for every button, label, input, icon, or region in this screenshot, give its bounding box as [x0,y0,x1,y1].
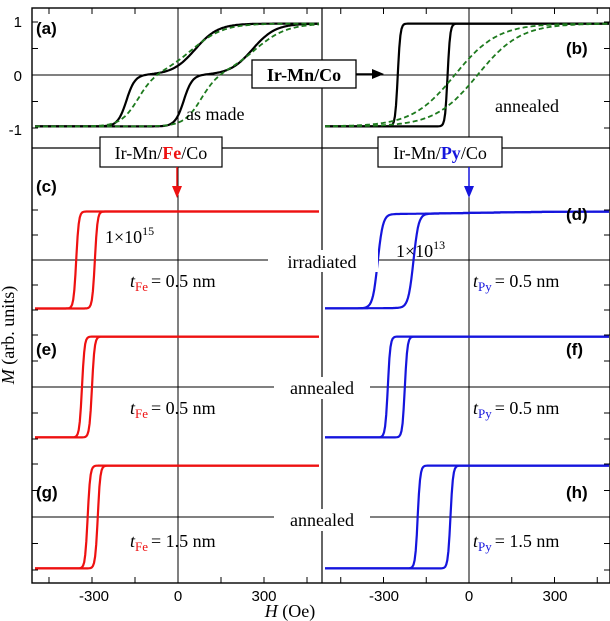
curve-a-series0-up [34,22,320,128]
xtick-left-300: 300 [251,588,276,605]
ir-mn-co-label: Ir-Mn/Co [267,65,341,85]
axis-ticks [32,8,610,583]
annealed-ef-bg [274,377,370,399]
fe-sample-box [99,136,223,168]
curve-d-series0-up [325,210,610,310]
annealed-b-label: annealed [495,96,559,116]
curve-b-series0-up [325,22,610,128]
xtick-left-minus300: -300 [79,588,109,605]
panel-label-e: (e) [36,340,57,359]
dose-fe-label: 1×1015 [105,224,154,247]
curve-f-series0-up [325,335,610,439]
thickness-f: tPy = 0.5 nm [473,398,559,421]
fe-sample-label: Ir-Mn/Fe/Co [115,143,208,163]
curve-a-series1-down [35,22,319,128]
y-axis-title: M (arb. units) [0,286,19,385]
panel-label-c: (c) [36,177,57,196]
thickness-d: tPy = 0.5 nm [473,271,559,294]
panel-frames [31,7,610,584]
ytick-1: 1 [14,14,22,31]
curve-c-series0-up [34,210,319,310]
as-made-label: as made [186,104,244,124]
panel-label-a: (a) [36,19,57,38]
x-axis-title: H (Oe) [264,601,315,621]
panel-label-g: (g) [36,483,58,502]
panel-label-d: (d) [566,205,588,224]
thickness-g: tFe = 1.5 nm [130,531,216,554]
py-sample-label: Ir-Mn/Py/Co [393,143,487,163]
outer-frame [31,7,610,584]
curve-e-series0-up [34,335,319,439]
annealed-gh-label: annealed [290,510,354,530]
irradiated-bg [268,250,378,272]
xtick-right-minus300: -300 [369,588,399,605]
thickness-c: tFe = 0.5 nm [130,271,216,294]
annealed-gh-bg [274,509,370,531]
curve-b-series1-up [325,22,609,128]
curve-g-series0-up [34,464,319,570]
arrow-head-top [372,69,384,79]
curve-h-series0-up [325,464,610,570]
fe-arrow-head [172,186,182,198]
py-sample-box [377,136,503,168]
ytick-0: 0 [14,68,22,85]
hysteresis-curves [34,22,610,570]
annealed-ef-label: annealed [290,378,354,398]
thickness-h: tPy = 1.5 nm [473,531,559,554]
xtick-left-0: 0 [174,588,182,605]
xtick-right-0: 0 [465,588,473,605]
py-arrow-head [464,186,474,198]
panel-label-f: (f) [566,340,583,359]
panel-label-b: (b) [566,39,588,58]
ytick-minus1: -1 [9,122,22,139]
irradiated-label: irradiated [288,252,357,272]
thickness-e: tFe = 0.5 nm [130,398,216,421]
panel-label-h: (h) [566,483,588,502]
xtick-right-300: 300 [542,588,567,605]
dose-py-label: 1×1013 [396,238,445,261]
